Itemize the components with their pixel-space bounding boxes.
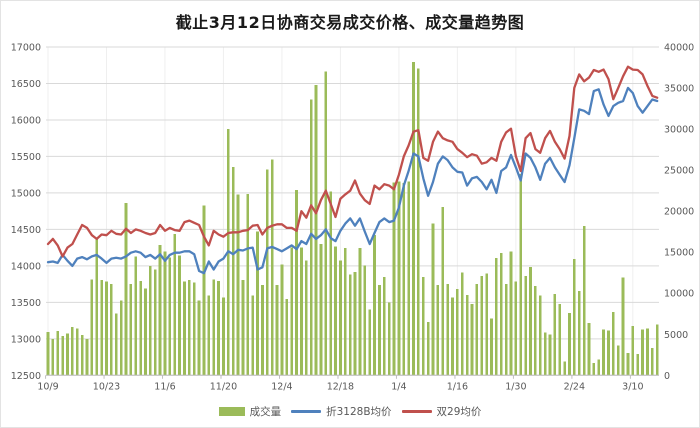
legend-item-red-price: 双29均价 xyxy=(401,404,482,419)
legend-volume-label: 成交量 xyxy=(249,406,282,418)
horizontal-gridlines xyxy=(46,46,659,376)
x-axis: 10/9 10/23 11/6 11/20 12/4 12/18 1/4 1/16 1/30 2/… xyxy=(37,374,659,392)
y-right-tick-label: 10000 xyxy=(664,289,694,300)
blue-line-swatch-icon xyxy=(291,410,322,413)
x-tick-label: 1/4 xyxy=(391,381,406,392)
volume-bars xyxy=(46,61,659,376)
y-right-tick-label: 20000 xyxy=(664,207,694,218)
x-tick-label: 11/20 xyxy=(210,381,237,392)
x-tick-label: 10/9 xyxy=(37,381,58,392)
y-axis-left: 12500 13000 13500 14000 14500 15000 15500 16000… xyxy=(11,43,41,382)
x-tick-label: 12/18 xyxy=(327,381,354,392)
red-line-swatch-icon xyxy=(401,410,432,413)
y-left-tick-label: 12500 xyxy=(11,371,41,382)
y-right-tick-label: 25000 xyxy=(664,166,694,177)
x-tick-label: 10/23 xyxy=(93,381,120,392)
y-left-tick-label: 13500 xyxy=(11,298,41,309)
y-left-tick-label: 15000 xyxy=(11,188,41,199)
x-tick-label: 2/24 xyxy=(564,381,585,392)
y-right-tick-label: 35000 xyxy=(664,84,694,95)
x-tick-label: 3/10 xyxy=(622,381,643,392)
y-right-tick-label: 30000 xyxy=(664,125,694,136)
blue-price-line xyxy=(46,86,659,275)
legend: 成交量 折3128B均价 双29均价 xyxy=(1,404,699,419)
legend-blue-label: 折3128B均价 xyxy=(326,406,392,418)
y-right-tick-label: 15000 xyxy=(664,248,694,259)
red-price-line xyxy=(46,65,659,258)
y-right-tick-label: 5000 xyxy=(664,330,688,341)
y-left-tick-label: 14000 xyxy=(11,261,41,272)
y-right-tick-label: 40000 xyxy=(664,43,694,54)
legend-red-label: 双29均价 xyxy=(436,406,482,418)
chart-title: 截止3月12日协商交易成交价格、成交量趋势图 xyxy=(175,13,525,32)
x-tick-label: 1/30 xyxy=(505,381,526,392)
x-tick-label: 11/6 xyxy=(154,381,175,392)
volume-bar-swatch-icon xyxy=(218,407,245,416)
y-left-tick-label: 16500 xyxy=(11,79,41,90)
y-right-tick-label: 0 xyxy=(664,371,670,382)
x-tick-label: 1/16 xyxy=(447,381,468,392)
y-axis-right: 0 5000 10000 15000 20000 25000 30000 35000 40000 xyxy=(664,43,694,382)
y-left-tick-label: 15500 xyxy=(11,152,41,163)
y-left-tick-label: 14500 xyxy=(11,225,41,236)
y-left-tick-label: 13000 xyxy=(11,334,41,345)
legend-item-volume: 成交量 xyxy=(218,404,282,419)
y-left-tick-label: 16000 xyxy=(11,115,41,126)
y-left-tick-label: 17000 xyxy=(11,43,41,54)
x-tick-label: 12/4 xyxy=(271,381,292,392)
legend-item-blue-price: 折3128B均价 xyxy=(291,404,392,419)
